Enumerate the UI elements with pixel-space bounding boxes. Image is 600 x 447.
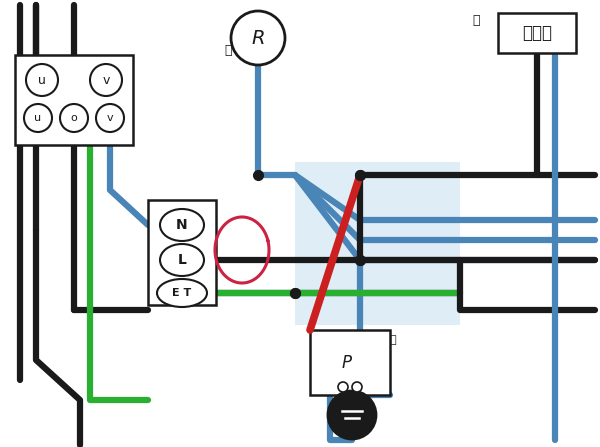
Circle shape (60, 104, 88, 132)
Bar (295, 162, 460, 325)
Circle shape (231, 11, 285, 65)
Circle shape (24, 104, 52, 132)
Text: R: R (251, 29, 265, 47)
Ellipse shape (160, 244, 204, 276)
Text: 〈　〉: 〈 〉 (522, 24, 552, 42)
Text: L: L (178, 253, 187, 267)
Circle shape (338, 382, 348, 392)
Text: u: u (38, 73, 46, 87)
Bar (148, 200, 216, 305)
Text: u: u (34, 113, 41, 123)
Ellipse shape (160, 209, 204, 241)
Text: v: v (103, 73, 110, 87)
Text: o: o (71, 113, 77, 123)
Text: イ: イ (389, 335, 397, 345)
Circle shape (328, 391, 376, 439)
Text: N: N (176, 218, 188, 232)
Text: イ: イ (224, 43, 232, 56)
Text: v: v (107, 113, 113, 123)
Bar (310, 330, 390, 395)
Text: イ: イ (472, 13, 480, 26)
Circle shape (90, 64, 122, 96)
Text: P: P (342, 354, 352, 372)
Circle shape (96, 104, 124, 132)
Circle shape (26, 64, 58, 96)
Circle shape (352, 382, 362, 392)
Bar (498, 13, 576, 53)
Ellipse shape (157, 279, 207, 307)
Text: E T: E T (172, 288, 191, 298)
Bar (15, 55, 133, 145)
